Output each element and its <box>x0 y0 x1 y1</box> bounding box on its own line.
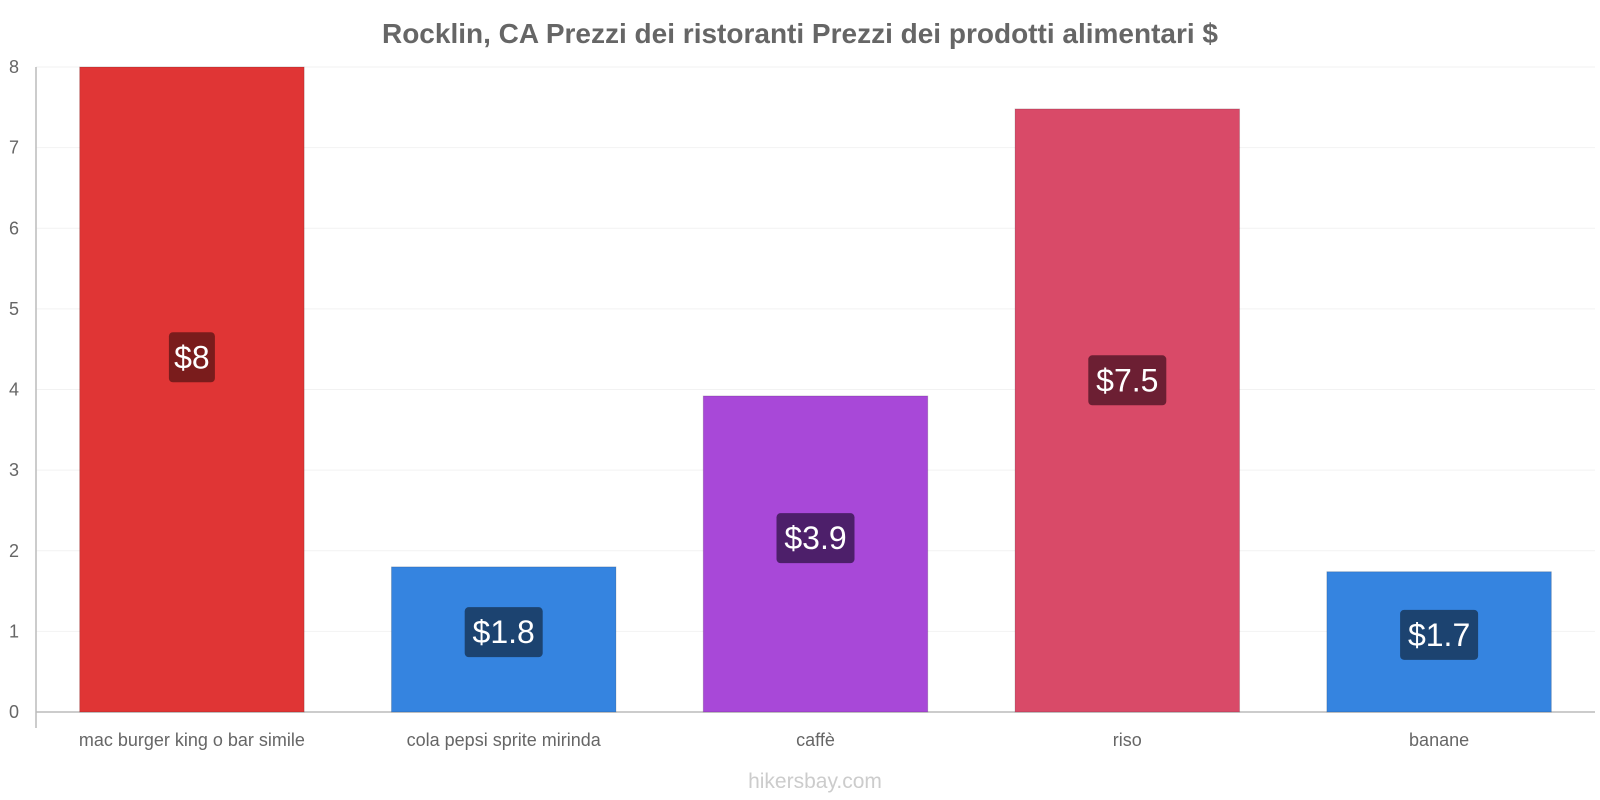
value-labels: $8 $1.8 $3.9 $7.5 $1.7 <box>168 332 1479 660</box>
value-label: $7.5 <box>1096 362 1158 398</box>
y-tick-label: 3 <box>9 460 19 480</box>
y-tick-label: 2 <box>9 541 19 561</box>
x-tick-label: riso <box>1113 730 1142 750</box>
value-label-badge <box>1088 355 1167 406</box>
value-label: $3.9 <box>784 520 846 556</box>
y-tick-label: 7 <box>9 138 19 158</box>
x-tick-label: mac burger king o bar simile <box>79 730 305 750</box>
value-label: $8 <box>174 339 210 375</box>
value-label: $1.8 <box>473 614 535 650</box>
y-tick-label: 6 <box>9 218 19 238</box>
y-tick-label: 1 <box>9 621 19 641</box>
x-tick-label: banane <box>1409 730 1469 750</box>
bar <box>79 66 305 713</box>
value-label-badge <box>1400 609 1479 660</box>
y-tick-label: 0 <box>9 702 19 722</box>
bar <box>1014 108 1241 713</box>
chart-title: Rocklin, CA Prezzi dei ristoranti Prezzi… <box>382 18 1218 49</box>
y-tick-label: 8 <box>9 57 19 77</box>
value-label: $1.7 <box>1408 617 1470 653</box>
y-tick-label: 5 <box>9 299 19 319</box>
x-tick-label: caffè <box>796 730 835 750</box>
value-label-badge <box>168 332 215 383</box>
value-label-badge <box>776 513 855 564</box>
bars <box>79 66 1552 713</box>
value-label-badge <box>464 607 543 658</box>
watermark: hikersbay.com <box>748 770 882 793</box>
y-tick-label: 4 <box>9 380 19 400</box>
x-tick-label: cola pepsi sprite mirinda <box>407 730 602 750</box>
